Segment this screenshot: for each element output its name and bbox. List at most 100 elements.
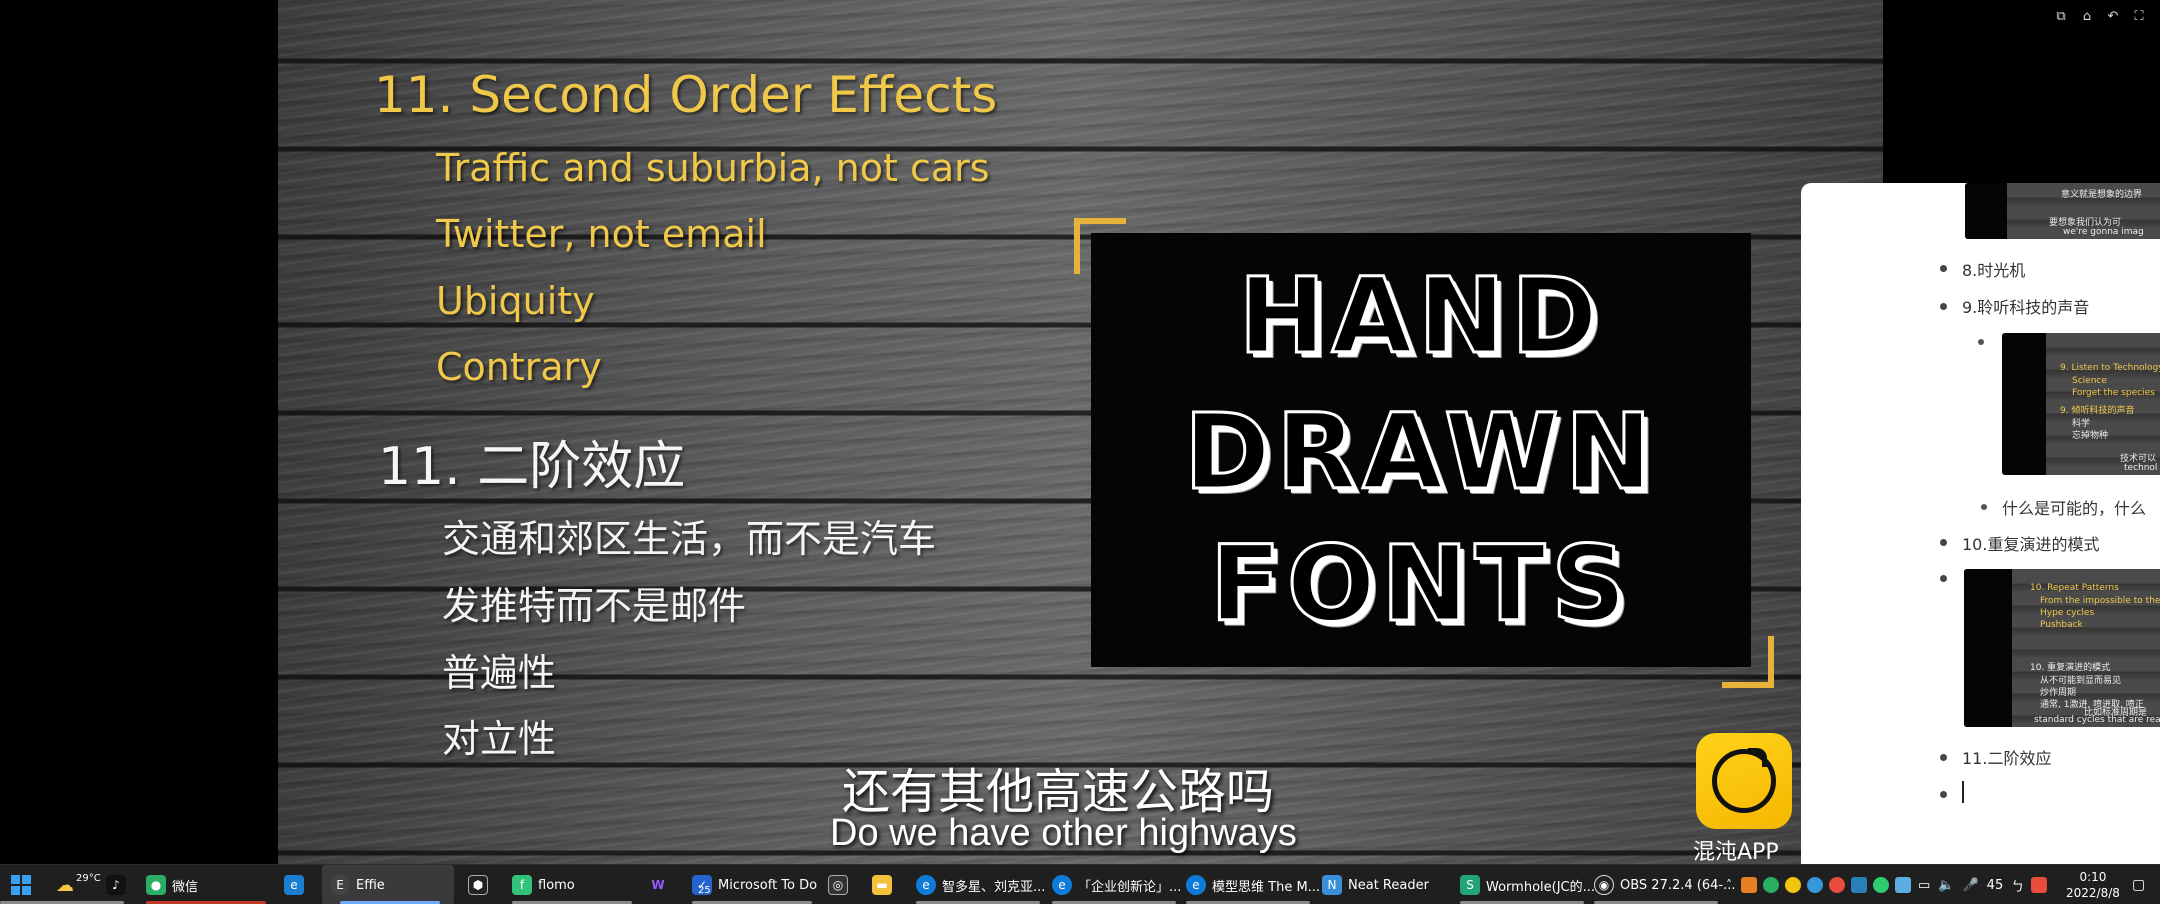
image-text-line: HAND — [1237, 254, 1604, 379]
corner-bracket-decoration — [1074, 218, 1126, 274]
taskbar-app-edge-1[interactable]: e 智多星、刘克亚... — [916, 865, 1045, 904]
tray-app-icon — [1807, 877, 1823, 893]
pip-icon[interactable]: ⧉ — [2056, 9, 2066, 24]
tray-app-icon — [2031, 877, 2048, 893]
wps-app[interactable]: W — [648, 865, 674, 904]
list-bullet — [1940, 539, 1947, 546]
list-bullet — [1940, 575, 1947, 582]
window-controls: ⧉ ⌂ ↶ ⛶ — [2054, 10, 2160, 24]
list-bullet — [1940, 791, 1947, 798]
notes-panel[interactable]: 意义就是想象的边界 要想象我们认为可 we're gonna imag 8.时光… — [1801, 183, 2160, 864]
taskbar-app-edge-3[interactable]: e 模型思维 The M... — [1186, 865, 1320, 904]
edge-icon: e — [1052, 875, 1072, 895]
folder-icon: ▬ — [872, 875, 892, 895]
effie-icon: E — [330, 875, 350, 895]
presentation-slide: 11. Second Order Effects Traffic and sub… — [278, 0, 1883, 864]
capture-app[interactable]: ◎ — [828, 865, 854, 904]
app-logo-label: 混沌APP — [1693, 840, 1779, 865]
tray-app-icon — [1829, 877, 1845, 893]
start-button[interactable] — [10, 865, 32, 904]
file-explorer[interactable]: ▬ — [872, 865, 898, 904]
slide-chinese-item: 普遍性 — [442, 651, 557, 695]
neat-reader-icon: N — [1322, 875, 1342, 895]
home-icon[interactable]: ⌂ — [2082, 9, 2092, 24]
slide-chinese-title: 11. 二阶效应 — [378, 437, 686, 497]
slide-english-item: Ubiquity — [436, 279, 595, 323]
camera-icon: ◎ — [828, 875, 848, 895]
system-tray[interactable]: ˄ ▭ 🔈 🎤 45 ㄅ — [1726, 865, 2050, 904]
list-bullet — [1940, 265, 1947, 272]
list-bullet — [1978, 339, 1984, 345]
tray-app-icon — [1851, 877, 1867, 893]
note-item[interactable]: 10.重复演进的模式 — [1962, 535, 2100, 554]
note-item[interactable]: 11.二阶效应 — [1962, 749, 2052, 768]
cube-icon: ⬢ — [468, 875, 488, 895]
list-bullet — [1940, 754, 1947, 761]
slide-chinese-item: 对立性 — [442, 717, 557, 761]
taskbar-app-flomo[interactable]: f flomo — [512, 865, 575, 904]
tray-app-icon — [1763, 877, 1779, 893]
weather-widget[interactable]: ☁ 29°C — [56, 872, 101, 896]
network-icon[interactable]: ▭ — [1918, 877, 1931, 893]
image-text-line: DRAWN — [1183, 390, 1658, 515]
wechat-icon: ● — [146, 875, 166, 895]
cube-app[interactable]: ⬢ — [468, 865, 494, 904]
list-bullet — [1940, 303, 1947, 310]
list-bullet — [1981, 504, 1987, 510]
tray-app-icon — [1873, 877, 1889, 893]
chevron-up-icon[interactable]: ˄ — [1726, 878, 1732, 892]
note-sub-item[interactable]: 什么是可能的，什么 — [2002, 499, 2147, 518]
note-screenshot[interactable]: 10. Repeat Patterns From the impossible … — [1964, 569, 2160, 727]
tray-number: 45 — [1986, 877, 2004, 893]
obs-icon: ◉ — [1594, 875, 1614, 895]
subtitle-chinese: 还有其他高速公路吗 — [842, 764, 1275, 820]
slide-chinese-item: 交通和郊区生活，而不是汽车 — [442, 517, 937, 561]
edge-dev-app[interactable]: e — [284, 865, 310, 904]
taskbar-app-edge-2[interactable]: e 「企业创新论」... — [1052, 865, 1181, 904]
slide-english-title: 11. Second Order Effects — [374, 66, 998, 124]
edge-icon: e — [284, 875, 304, 895]
note-item[interactable]: 8.时光机 — [1962, 261, 2026, 280]
note-screenshot[interactable]: 9. Listen to Technology Science Forget t… — [2002, 333, 2160, 475]
flomo-icon: f — [512, 875, 532, 895]
taskbar-app-wechat[interactable]: ● 微信 — [146, 865, 198, 904]
corner-bracket-decoration — [1722, 636, 1774, 688]
slide-english-item: Twitter, not email — [436, 212, 767, 256]
slide-english-item: Contrary — [436, 345, 602, 389]
fullscreen-icon[interactable]: ⛶ — [2134, 9, 2144, 24]
weather-cloud-icon: ☁ — [56, 874, 74, 896]
taskbar-app-neat-reader[interactable]: N Neat Reader — [1322, 865, 1429, 904]
taskbar-app-effie[interactable]: E Effie — [322, 865, 454, 904]
volume-icon[interactable]: 🔈 — [1938, 877, 1955, 893]
clock[interactable]: 0:10 2022/8/8 — [2066, 870, 2120, 900]
back-icon[interactable]: ↶ — [2107, 9, 2119, 24]
taskbar: ☁ 29°C ♪ ● 微信 e E Effie ⬢ f flomo W ✓ 25 Micr… — [0, 864, 2160, 904]
lang-icon[interactable]: ㄅ — [2011, 879, 2025, 895]
tray-app-icon — [1785, 877, 1801, 893]
note-item[interactable]: 9.聆听科技的声音 — [1962, 298, 2090, 317]
slide-english-item: Traffic and suburbia, not cars — [436, 146, 990, 190]
w-logo-icon: W — [651, 878, 665, 892]
tiktok-app[interactable]: ♪ — [106, 865, 132, 904]
edge-icon: e — [916, 875, 936, 895]
slide-chinese-item: 发推特而不是邮件 — [442, 584, 747, 628]
tray-app-icon — [1895, 877, 1911, 893]
tray-app-icon — [1741, 877, 1757, 893]
todo-icon: ✓ 25 — [692, 875, 712, 896]
subtitle-english: Do we have other highways — [830, 812, 1297, 854]
tiktok-icon: ♪ — [106, 875, 126, 895]
video-player[interactable]: 11. Second Order Effects Traffic and sub… — [0, 0, 1883, 865]
wormhole-icon: S — [1460, 875, 1480, 895]
hand-drawn-fonts-image: HAND DRAWN FONTS — [1091, 233, 1751, 667]
edge-icon: e — [1186, 875, 1206, 895]
image-text-line: FONTS — [1208, 522, 1633, 647]
note-screenshot[interactable]: 意义就是想象的边界 要想象我们认为可 we're gonna imag — [1965, 183, 2160, 239]
windows-icon — [11, 875, 31, 895]
taskbar-app-wormhole[interactable]: S Wormhole(JC的... — [1460, 865, 1595, 904]
microphone-icon[interactable]: 🎤 — [1962, 877, 1979, 893]
hundun-app-logo — [1696, 733, 1792, 829]
taskbar-app-obs[interactable]: ◉ OBS 27.2.4 (64-... — [1594, 865, 1736, 904]
taskbar-app-todo[interactable]: ✓ 25 Microsoft To Do — [692, 865, 817, 904]
text-cursor[interactable] — [1962, 781, 1964, 803]
notification-icon[interactable]: ▢ — [2132, 877, 2146, 893]
